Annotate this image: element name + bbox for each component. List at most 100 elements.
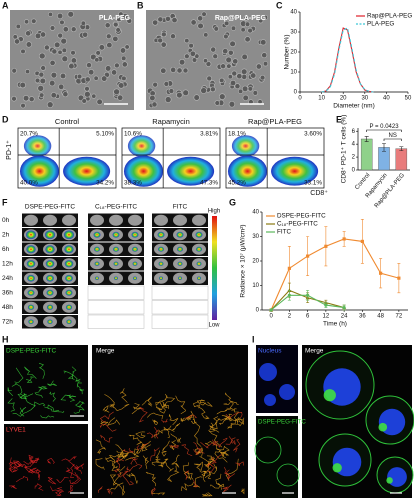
nanoparticle <box>231 70 238 77</box>
nanoparticle <box>184 38 190 44</box>
nanoparticle <box>152 81 158 88</box>
row-label: 24h <box>2 275 13 282</box>
nanoparticle <box>214 100 221 106</box>
column-header: C₁₈-PEG-FITC <box>95 204 137 211</box>
nanoparticle <box>149 94 156 102</box>
vessel <box>145 471 157 487</box>
nanoparticle <box>104 22 111 29</box>
vessel <box>112 466 126 486</box>
signal <box>28 319 34 325</box>
vessel <box>9 485 17 489</box>
legend-label: DSPE-PEG-FITC <box>277 213 326 220</box>
nanoparticle <box>222 48 229 55</box>
vessel <box>146 412 164 420</box>
nucleus <box>259 363 277 381</box>
nanoparticle <box>12 34 18 40</box>
signal <box>65 304 73 310</box>
quadrant-percent: 18.1% <box>228 131 246 138</box>
vessel <box>137 440 151 454</box>
nanoparticle <box>121 61 128 68</box>
signal <box>46 274 54 282</box>
nanoparticle <box>178 58 186 66</box>
signal <box>64 245 74 254</box>
signal <box>65 274 73 282</box>
vessel <box>24 366 37 379</box>
x-tick-label: 20 <box>340 96 347 102</box>
signal <box>47 319 53 325</box>
vessel <box>212 441 220 447</box>
vessel <box>153 426 159 437</box>
vessel <box>28 467 38 473</box>
nanoparticle <box>226 63 232 69</box>
quadrant-percent: 33.1% <box>304 180 322 187</box>
row-label: 6h <box>2 246 10 253</box>
nanoparticle <box>188 43 194 49</box>
vessel <box>65 467 76 476</box>
vessel <box>233 439 241 453</box>
density-cluster <box>127 135 156 157</box>
vessel <box>72 374 81 382</box>
nanoparticle <box>20 102 26 109</box>
vessel <box>68 460 80 470</box>
significance-label: NS <box>388 133 396 139</box>
mouse <box>43 214 57 226</box>
vessel <box>163 425 172 438</box>
signal <box>113 261 119 266</box>
nanoparticle <box>34 32 42 40</box>
marker <box>306 293 310 297</box>
nanoparticle <box>165 16 171 22</box>
cell-membrane <box>276 463 300 487</box>
vessel <box>209 416 220 433</box>
vessel <box>225 412 243 419</box>
nanoparticle <box>11 95 17 102</box>
legend-label: Rap@PLA-PEG <box>367 13 412 20</box>
nanoparticle <box>115 27 121 33</box>
vessel <box>70 464 75 478</box>
vessel <box>24 466 34 474</box>
tem-image <box>146 10 270 110</box>
vessel <box>106 488 113 495</box>
vessel <box>204 441 220 451</box>
x-tick-label: 0 <box>298 96 302 102</box>
mouse <box>154 214 168 226</box>
quadrant-percent: 5.10% <box>96 131 114 138</box>
y-tick-label: 6 <box>352 129 356 135</box>
y-tick-label: 0 <box>352 168 356 174</box>
vessel <box>47 477 57 485</box>
nanoparticle <box>232 58 239 65</box>
mouse <box>24 214 38 226</box>
vessel <box>34 483 44 491</box>
uptake <box>386 477 393 484</box>
vessel <box>162 458 174 472</box>
vessel <box>194 461 203 472</box>
vessel <box>135 431 146 439</box>
error-bar <box>382 143 386 152</box>
column-header: DSPE-PEG-FITC <box>25 204 76 211</box>
nanoparticle <box>84 86 90 92</box>
x-tick-label: 6 <box>306 314 310 320</box>
quadrant-percent: 47.3% <box>200 180 218 187</box>
mouse <box>90 214 104 226</box>
x-axis-label: Diameter (nm) <box>333 103 375 110</box>
nanoparticle <box>57 32 64 39</box>
nanoparticle <box>203 32 209 38</box>
empty-cell <box>87 300 145 315</box>
vessel <box>224 413 233 422</box>
nanoparticle <box>62 26 69 33</box>
vessel <box>115 444 129 461</box>
vessel <box>211 454 223 465</box>
y-axis-label: Number (%) <box>284 34 291 69</box>
panel-letter: C <box>276 0 283 10</box>
nanoparticle <box>220 63 226 70</box>
nanoparticle <box>234 83 241 90</box>
marker <box>287 293 291 297</box>
micrograph <box>256 345 298 413</box>
vessel <box>207 464 218 480</box>
nanoparticle <box>67 11 74 18</box>
empty-cell <box>151 314 209 329</box>
bar <box>360 138 373 171</box>
nanoparticle <box>205 61 212 67</box>
nanoparticle <box>241 53 248 61</box>
nanoparticle <box>200 87 207 94</box>
